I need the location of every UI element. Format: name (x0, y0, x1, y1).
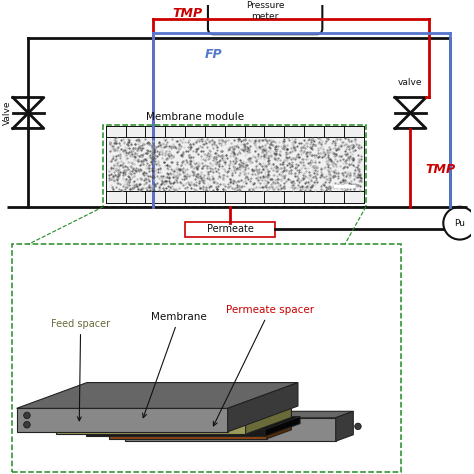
Text: Feed spacer: Feed spacer (51, 319, 110, 421)
FancyBboxPatch shape (185, 222, 274, 237)
Text: valve: valve (398, 78, 423, 87)
Polygon shape (86, 429, 265, 437)
Bar (103, 125, 366, 207)
Polygon shape (86, 417, 300, 429)
Polygon shape (336, 411, 353, 441)
Polygon shape (125, 411, 353, 418)
Circle shape (24, 412, 30, 419)
Circle shape (24, 421, 30, 428)
Text: TMP: TMP (173, 7, 203, 20)
FancyBboxPatch shape (208, 0, 322, 34)
Text: Valve: Valve (3, 101, 12, 125)
Polygon shape (17, 409, 228, 432)
Circle shape (355, 423, 361, 429)
Polygon shape (17, 383, 298, 409)
Text: Membrane module: Membrane module (146, 112, 244, 122)
Text: Membrane: Membrane (143, 312, 207, 418)
Polygon shape (56, 406, 292, 423)
Polygon shape (246, 406, 292, 434)
Polygon shape (228, 383, 298, 432)
Text: Pressure
meter: Pressure meter (246, 1, 284, 21)
Text: Permeate spacer: Permeate spacer (213, 305, 314, 426)
Text: Pu: Pu (454, 219, 465, 228)
Text: Permeate: Permeate (207, 224, 254, 234)
Polygon shape (265, 417, 300, 437)
Text: TMP: TMP (426, 163, 456, 176)
Polygon shape (109, 425, 267, 439)
Text: FP: FP (205, 48, 222, 61)
Bar (12, 244, 401, 472)
Polygon shape (56, 423, 246, 434)
Polygon shape (109, 416, 292, 425)
Polygon shape (267, 416, 292, 439)
Polygon shape (125, 418, 336, 441)
Bar (106, 126, 364, 203)
